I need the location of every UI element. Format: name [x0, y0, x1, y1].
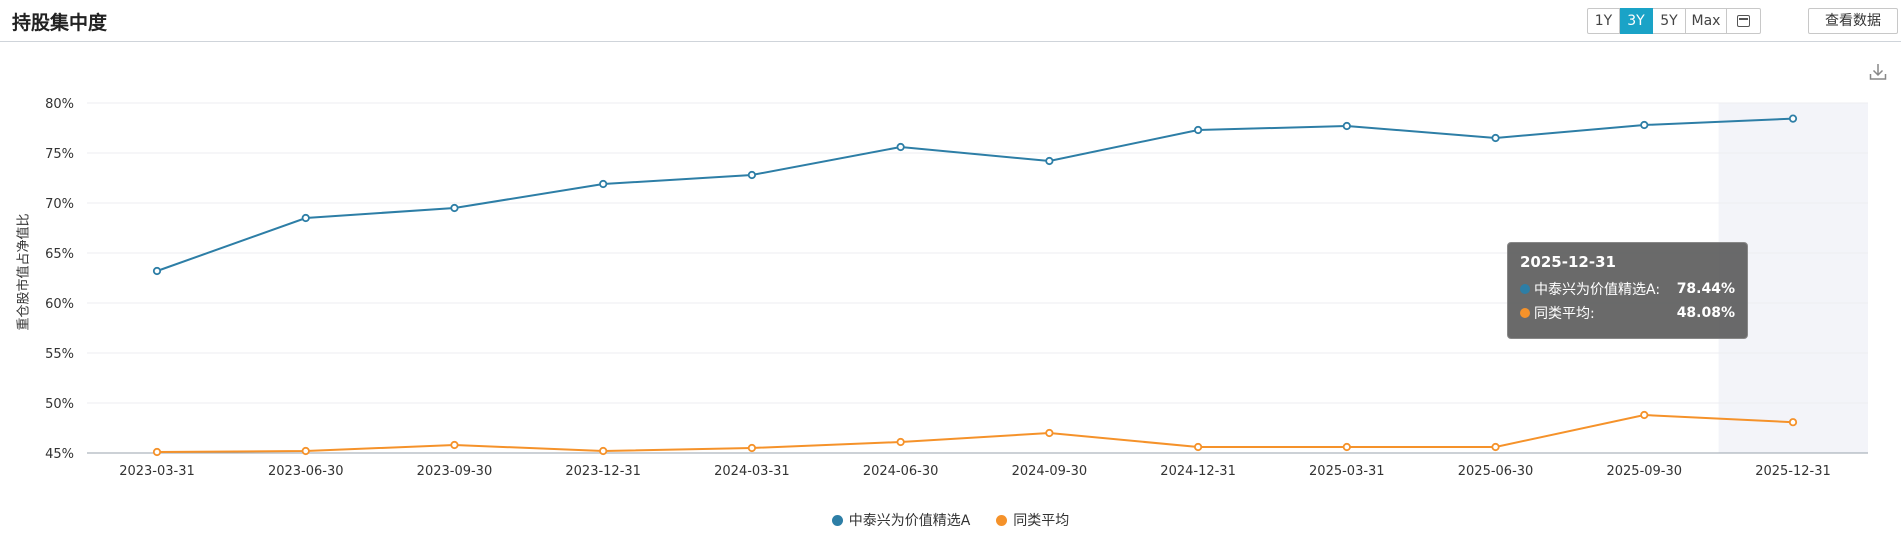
data-point [1640, 120, 1649, 130]
download-icon[interactable] [1868, 62, 1888, 82]
date-picker-button[interactable] [1727, 8, 1761, 34]
data-point [301, 446, 310, 456]
view-data-button[interactable]: 查看数据 [1808, 8, 1898, 34]
data-point [1193, 125, 1203, 135]
legend-item-series1[interactable]: 中泰兴为价值精选A [831, 510, 971, 530]
legend-series2-dot-icon [996, 514, 1008, 526]
data-point [896, 437, 905, 447]
x-tick-label: 2024-03-31 [714, 464, 790, 479]
x-tick-label: 2024-12-31 [1160, 464, 1236, 479]
data-point [599, 446, 608, 456]
y-tick-label: 50% [45, 397, 74, 412]
y-tick-label: 80% [45, 97, 74, 112]
data-point [1491, 442, 1500, 452]
series-line-2 [156, 413, 1794, 453]
series1-dot-icon [1520, 284, 1530, 294]
data-point [1640, 410, 1649, 420]
tooltip-series2-value: 48.08% [1676, 305, 1735, 321]
series-line-1 [156, 117, 1794, 272]
data-tooltip: 2025-12-31 中泰兴为价值精选A: 78.44% 同类平均: 48.08… [1507, 242, 1748, 339]
range-5y-button[interactable]: 5Y [1653, 8, 1686, 34]
range-1y-button[interactable]: 1Y [1587, 8, 1620, 34]
data-point [152, 447, 162, 457]
data-point [599, 179, 608, 189]
data-point [747, 170, 757, 180]
y-axis-label: 重仓股市值占净值比 [16, 213, 32, 331]
data-point [1788, 114, 1798, 123]
data-point [450, 203, 459, 213]
y-tick-label: 65% [45, 247, 74, 262]
data-point [896, 142, 905, 152]
y-tick-label: 70% [45, 197, 74, 212]
data-point [1193, 442, 1203, 452]
tooltip-row-series1: 中泰兴为价值精选A: 78.44% [1520, 277, 1735, 301]
chart-legend: 中泰兴为价值精选A 同类平均 [0, 510, 1901, 530]
data-point [1342, 121, 1351, 131]
x-tick-label: 2025-06-30 [1458, 464, 1534, 479]
x-tick-label: 2024-09-30 [1012, 464, 1088, 479]
x-tick-label: 2025-09-30 [1606, 464, 1682, 479]
data-point [1491, 133, 1500, 143]
legend-item-series2[interactable]: 同类平均 [996, 510, 1069, 530]
page-title: 持股集中度 [12, 12, 108, 34]
x-tick-label: 2023-06-30 [268, 464, 344, 479]
range-selector: 1Y 3Y 5Y Max [1587, 8, 1761, 34]
tooltip-series1-value: 78.44% [1676, 281, 1735, 297]
series2-dot-icon [1520, 308, 1530, 318]
x-tick-label: 2024-06-30 [863, 464, 939, 479]
legend-series2-label: 同类平均 [1013, 513, 1070, 529]
tooltip-date: 2025-12-31 [1520, 253, 1616, 271]
data-point [1788, 418, 1798, 427]
x-tick-label: 2025-03-31 [1309, 464, 1385, 479]
y-tick-label: 55% [45, 347, 74, 362]
data-point [1045, 428, 1054, 438]
calendar-icon [1737, 15, 1750, 27]
range-max-button[interactable]: Max [1686, 8, 1727, 34]
tooltip-row-series2: 同类平均: 48.08% [1520, 301, 1735, 325]
x-tick-label: 2025-12-31 [1755, 464, 1831, 479]
data-point [301, 213, 310, 223]
data-point [747, 443, 757, 453]
x-tick-label: 2023-03-31 [119, 464, 195, 479]
data-point [1045, 156, 1054, 166]
y-tick-label: 75% [45, 147, 74, 162]
x-tick-label: 2023-12-31 [565, 464, 641, 479]
chart-header: 持股集中度 1Y 3Y 5Y Max 查看数据 [0, 0, 1901, 42]
y-tick-label: 60% [45, 297, 74, 312]
tooltip-series2-name: 同类平均: [1534, 306, 1595, 322]
y-tick-label: 45% [45, 447, 74, 462]
legend-series1-dot-icon [831, 514, 843, 526]
legend-series1-label: 中泰兴为价值精选A [848, 513, 971, 529]
data-point [152, 266, 162, 276]
tooltip-series1-name: 中泰兴为价值精选A: [1534, 282, 1661, 298]
range-3y-button[interactable]: 3Y [1620, 8, 1653, 34]
x-tick-label: 2023-09-30 [417, 464, 493, 479]
data-point [1342, 442, 1351, 452]
data-point [450, 440, 459, 450]
